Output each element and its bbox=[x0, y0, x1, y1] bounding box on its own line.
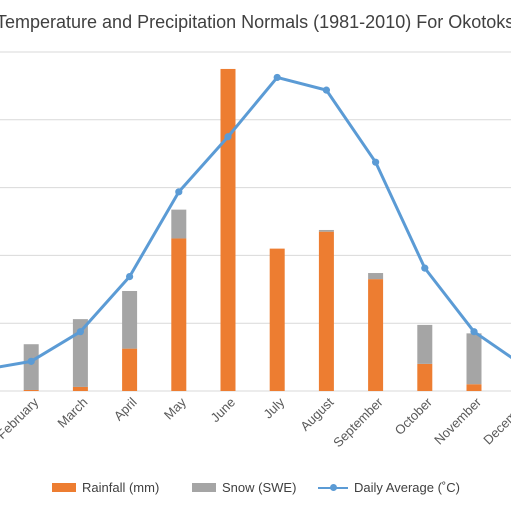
rainfall-swatch bbox=[52, 483, 76, 492]
rainfall-bar bbox=[466, 384, 482, 391]
x-tick-label: April bbox=[111, 394, 140, 423]
temperature-line-path bbox=[0, 75, 511, 369]
x-tick-label: July bbox=[260, 394, 287, 421]
line-marker-swatch bbox=[318, 483, 348, 493]
legend: Rainfall (mm) Snow (SWE) Daily Average (… bbox=[0, 480, 511, 500]
x-tick-label: October bbox=[392, 394, 436, 438]
rainfall-bar bbox=[417, 363, 433, 391]
legend-daily-average: Daily Average (˚C) bbox=[318, 480, 460, 495]
snow-bar bbox=[171, 209, 187, 239]
snow-bar bbox=[23, 344, 39, 390]
legend-daily-average-label: Daily Average (˚C) bbox=[354, 480, 460, 495]
temperature-point bbox=[322, 86, 330, 94]
rainfall-bar bbox=[318, 231, 334, 391]
rainfall-bar bbox=[269, 248, 285, 391]
snow-bar bbox=[122, 290, 138, 349]
temperature-point bbox=[27, 357, 35, 365]
temperature-point bbox=[372, 158, 380, 166]
rainfall-bar bbox=[171, 238, 187, 391]
bars bbox=[23, 68, 482, 391]
x-tick-label: December bbox=[480, 394, 511, 447]
x-tick-label: September bbox=[330, 394, 386, 450]
x-tick-label: August bbox=[297, 394, 336, 433]
snow-bar bbox=[417, 324, 433, 364]
snow-bar bbox=[318, 229, 334, 232]
x-axis-labels: JanuaryFebruaryMarchAprilMayJuneJulyAugu… bbox=[0, 394, 511, 450]
snow-swatch bbox=[192, 483, 216, 492]
rainfall-bar bbox=[23, 389, 39, 391]
rainfall-bar bbox=[72, 386, 88, 391]
snow-bar bbox=[368, 273, 384, 280]
chart-title: Temperature and Precipitation Normals (1… bbox=[0, 12, 511, 32]
temperature-point bbox=[224, 133, 232, 141]
legend-snow: Snow (SWE) bbox=[192, 480, 296, 495]
temperature-point bbox=[470, 328, 478, 336]
rainfall-bar bbox=[122, 348, 138, 391]
temperature-point bbox=[126, 272, 134, 281]
rainfall-bar bbox=[368, 279, 384, 391]
snow-bar bbox=[466, 333, 482, 385]
rainfall-bar bbox=[220, 68, 236, 391]
x-tick-label: February bbox=[0, 394, 42, 442]
x-tick-label: November bbox=[431, 394, 484, 447]
temperature-line bbox=[0, 73, 511, 369]
legend-rainfall: Rainfall (mm) bbox=[52, 480, 159, 495]
temperature-point bbox=[175, 188, 183, 196]
legend-rainfall-label: Rainfall (mm) bbox=[82, 480, 160, 495]
gridlines bbox=[0, 51, 511, 392]
snow-bar bbox=[72, 319, 88, 387]
x-tick-label: June bbox=[208, 395, 239, 426]
temperature-point bbox=[273, 73, 281, 82]
legend-snow-label: Snow (SWE) bbox=[222, 480, 297, 495]
x-tick-label: May bbox=[161, 394, 189, 422]
x-tick-label: March bbox=[54, 395, 90, 431]
temperature-point bbox=[421, 264, 429, 272]
temperature-point bbox=[76, 328, 84, 336]
